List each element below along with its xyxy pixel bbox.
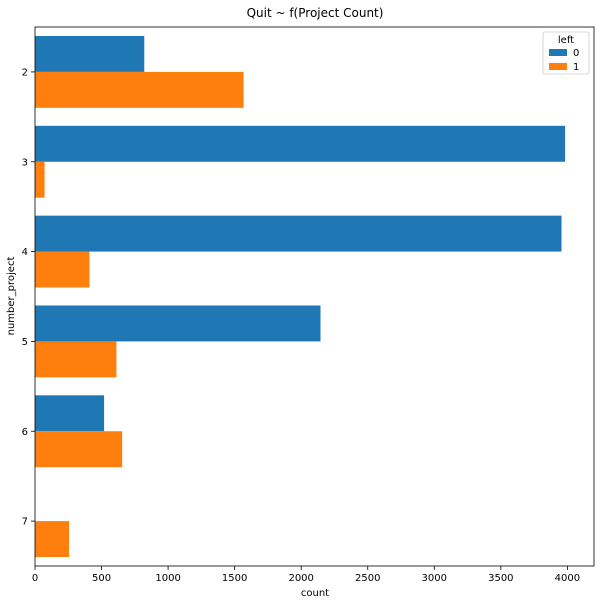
y-axis-label: number_project: [6, 257, 17, 336]
y-tick-label-4: 4: [22, 247, 28, 258]
x-tick-label-2000: 2000: [288, 573, 313, 584]
y-tick-label-3: 3: [22, 157, 28, 168]
bars-group: [35, 35, 566, 558]
x-tick-label-1000: 1000: [155, 573, 180, 584]
legend: left 0 1: [542, 31, 590, 75]
bar-5-series-1: [35, 341, 117, 378]
x-tick-label-1500: 1500: [222, 573, 247, 584]
y-tick-label-2: 2: [22, 67, 28, 78]
bar-6-series-1: [35, 431, 123, 468]
bar-2-series-0: [35, 35, 145, 72]
bar-7-series-1: [35, 521, 70, 558]
chart-title: Quit ~ f(Project Count): [247, 6, 384, 20]
legend-label-0: 0: [573, 48, 579, 59]
bar-5-series-0: [35, 305, 321, 342]
y-tick-label-6: 6: [22, 427, 28, 438]
x-tick-label-3000: 3000: [422, 573, 447, 584]
legend-swatch-0: [549, 49, 567, 56]
bar-3-series-1: [35, 161, 45, 198]
bar-6-series-0: [35, 395, 105, 432]
x-tick-label-4000: 4000: [555, 573, 580, 584]
legend-swatch-1: [549, 63, 567, 70]
bar-3-series-0: [35, 125, 566, 162]
axes-group: 0 500 1000 1500 2000 2500 3000 3500 4000 2 3 4 5 6 7: [22, 26, 595, 584]
x-tick-label-0: 0: [32, 573, 38, 584]
y-tick-label-5: 5: [22, 337, 28, 348]
y-tick-label-7: 7: [22, 517, 28, 528]
x-axis-label: count: [301, 588, 329, 599]
x-tick-label-2500: 2500: [355, 573, 380, 584]
legend-label-1: 1: [573, 62, 579, 73]
legend-title: left: [558, 35, 574, 46]
plot-frame: [34, 26, 595, 567]
x-tick-label-500: 500: [92, 573, 111, 584]
x-tick-label-3500: 3500: [488, 573, 513, 584]
bar-2-series-1: [35, 71, 244, 108]
bar-4-series-1: [35, 251, 90, 288]
bar-4-series-0: [35, 215, 562, 252]
